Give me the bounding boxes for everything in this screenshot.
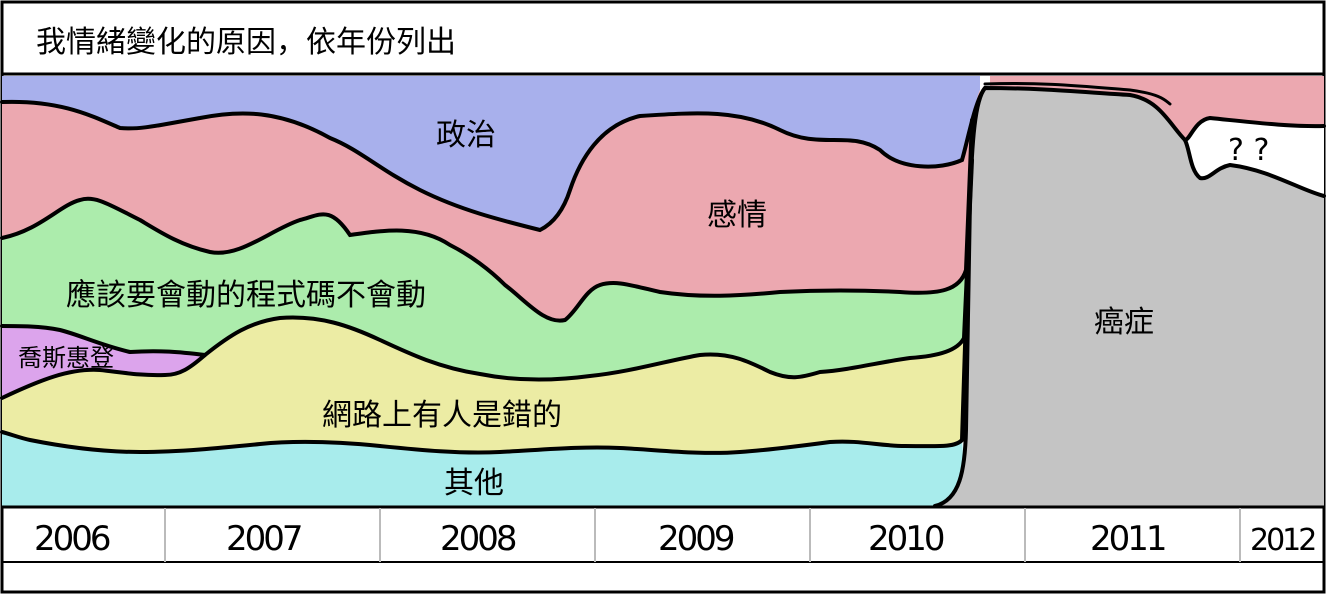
band-unknown [1185,118,1324,196]
label-whedon: 喬斯惠登 [18,344,114,372]
band-other [2,432,963,506]
year-tick-label: 2011 [1090,519,1165,559]
label-unknown: ? ? [1228,133,1269,168]
label-politics: 政治 [436,118,496,153]
year-tick-label: 2012 [1250,523,1315,558]
band-boundaries [0,81,1326,508]
band-whedon [2,326,205,398]
year-tick-label: 2008 [440,519,516,559]
year-dividers [164,508,1241,562]
band-cancer [935,88,1324,506]
label-internet: 網路上有人是錯的 [322,398,562,433]
label-cancer: 癌症 [1094,305,1154,340]
label-relationships: 感情 [707,198,767,233]
year-tick-label: 2006 [34,519,110,559]
band-code [2,198,966,380]
band-relationships-right [990,76,1324,140]
band-internet [2,317,964,453]
chart-title: 我情緒變化的原因，依年份列出 [36,25,456,60]
label-code: 應該要會動的程式碼不會動 [66,278,426,313]
band-relationships [2,90,980,321]
label-other: 其他 [444,466,504,501]
year-tick-label: 2007 [226,519,301,559]
year-tick-label: 2010 [868,519,944,559]
year-tick-label: 2009 [658,519,734,559]
